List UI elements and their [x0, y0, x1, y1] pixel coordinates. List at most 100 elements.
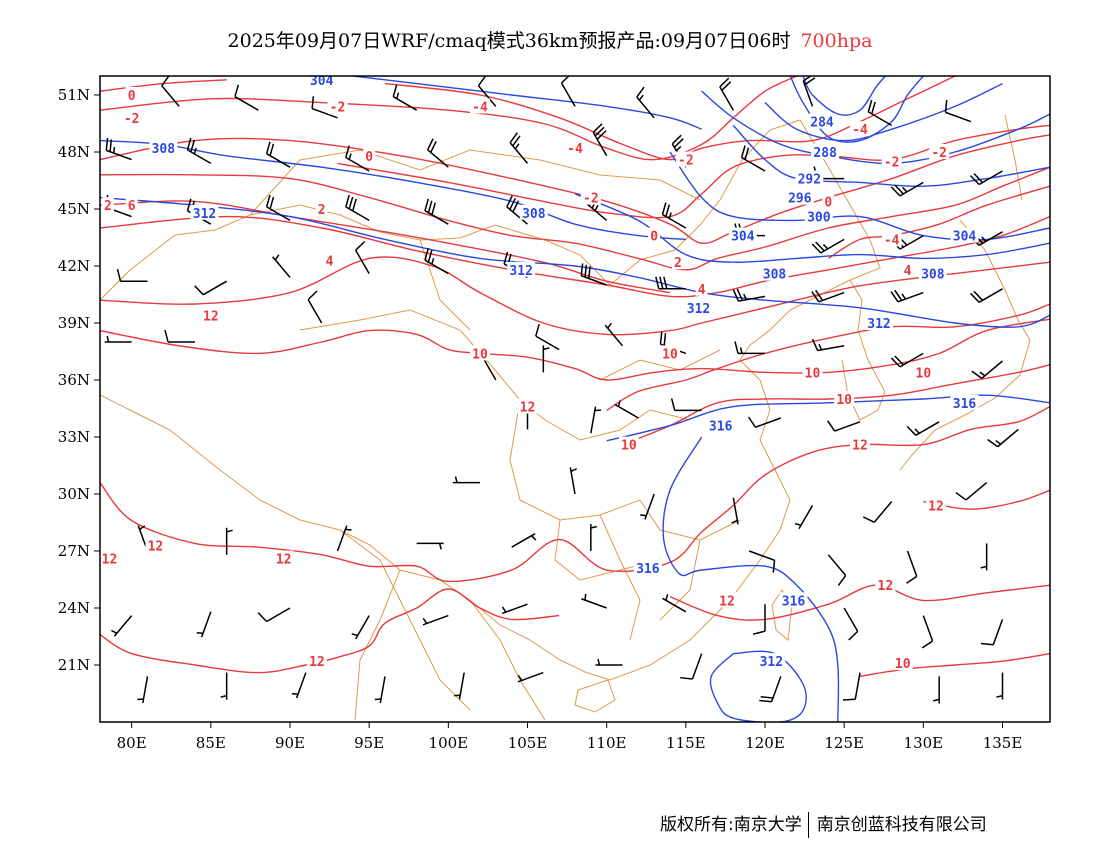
- x-axis: 80E 85E 90E 95E 100E 105E 110E 115E 120E 125E 130E…: [117, 722, 1022, 752]
- height-label-bg: [190, 204, 219, 220]
- x-tick-label: 90E: [275, 734, 305, 752]
- barb-staff: [311, 107, 338, 119]
- height-contour-8: [789, 76, 924, 143]
- temperature-contour-label: 12: [719, 594, 735, 609]
- title-text: 2025年09月07日WRF/cmaq模式36km预报产品:09月07日06时: [227, 30, 791, 52]
- barb-feather: [955, 492, 967, 501]
- barb-feather: [811, 291, 820, 303]
- temperature-contour-label: 2: [674, 256, 682, 271]
- height-contour-1: [100, 139, 686, 241]
- barb-staff: [569, 467, 576, 495]
- wind-barb: [186, 137, 212, 165]
- barb-staff: [732, 497, 739, 525]
- barb-staff: [424, 210, 449, 225]
- barb-feather: [345, 145, 350, 158]
- temperature-contour-label: -4: [884, 233, 900, 248]
- y-tick-label: 27N: [58, 542, 90, 560]
- barb-staff: [307, 299, 323, 324]
- barb-half-feather: [431, 257, 435, 265]
- height-contour-label: 308: [522, 207, 546, 222]
- barb-feather: [867, 99, 873, 113]
- wind-barb: [906, 421, 940, 436]
- height-label-bg: [950, 394, 979, 410]
- wind-barb: [734, 341, 765, 355]
- barb-feather: [257, 612, 268, 623]
- barb-staff: [978, 170, 1003, 186]
- height-contour-label: 316: [782, 594, 806, 609]
- barb-staff: [965, 482, 988, 501]
- barb-staff: [266, 153, 291, 168]
- barb-half-feather: [980, 565, 987, 569]
- wind-barb: [424, 198, 449, 225]
- wind-barb: [752, 604, 766, 635]
- wind-barb: [843, 607, 859, 641]
- wind-barb: [842, 672, 861, 701]
- y-tick-label: 24N: [58, 599, 90, 617]
- height-contour-label: 284: [810, 116, 834, 131]
- barb-staff: [906, 550, 918, 577]
- wind-barb: [640, 493, 655, 520]
- barb-staff: [770, 676, 782, 703]
- temperature-label-bg: [580, 189, 601, 205]
- barb-staff: [517, 671, 544, 683]
- y-tick-label: 39N: [58, 314, 90, 332]
- height-label-bg: [684, 299, 713, 315]
- temperature-label-bg: [315, 201, 328, 216]
- barb-staff: [295, 672, 307, 699]
- height-contour-label: 312: [509, 264, 532, 279]
- height-contour-label: 300: [807, 211, 831, 226]
- barb-feather: [535, 324, 540, 337]
- temperature-label-bg: [648, 227, 661, 243]
- wind-barb: [581, 593, 607, 609]
- barb-feather: [747, 416, 757, 428]
- wind-barb: [137, 676, 149, 704]
- barb-staff: [662, 213, 687, 229]
- wind-barb: [680, 653, 703, 680]
- wind-barb: [291, 672, 307, 699]
- height-contour-label: 312: [687, 302, 710, 317]
- height-label-bg: [760, 265, 789, 281]
- barb-feather: [680, 676, 693, 680]
- temperature-contour-4: [384, 76, 956, 161]
- wind-barb: [590, 406, 602, 434]
- wind-barb: [424, 248, 449, 275]
- wind-barb: [827, 420, 861, 432]
- plot-frame: [99, 75, 1051, 723]
- wind-barb: [655, 276, 686, 290]
- barb-feather: [740, 145, 746, 158]
- barb-feather: [906, 575, 918, 584]
- temperature-contour-label: 0: [365, 150, 373, 165]
- barb-half-feather: [110, 629, 118, 634]
- barb-staff: [867, 111, 893, 127]
- height-contour-label: 308: [763, 268, 787, 283]
- barb-feather: [744, 147, 750, 160]
- temperature-contour-12: [606, 303, 1050, 411]
- height-contour-9: [802, 76, 886, 116]
- barb-half-feather: [743, 293, 747, 301]
- wind-barb: [580, 263, 607, 286]
- wind-barb: [890, 352, 924, 368]
- wind-barb: [116, 269, 148, 282]
- barb-feather: [890, 357, 901, 368]
- barb-feather: [194, 285, 204, 296]
- wind-barb: [732, 288, 766, 302]
- temperature-contour-label: -4: [472, 100, 488, 115]
- wind-barb: [569, 467, 577, 495]
- x-tick-label: 95E: [354, 734, 384, 752]
- temperature-contour-label: 12: [102, 553, 118, 568]
- wind-barb: [595, 658, 623, 666]
- height-contour-label: 312: [867, 317, 890, 332]
- wind-barb: [980, 543, 988, 571]
- barb-feather: [811, 243, 822, 254]
- temperature-contour-label: 4: [904, 264, 912, 279]
- barb-staff: [477, 85, 497, 107]
- height-contour-6: [701, 90, 1050, 165]
- temperature-label-bg: [926, 497, 946, 513]
- wind-barb: [422, 614, 449, 626]
- barb-staff: [644, 493, 655, 520]
- barb-half-feather: [668, 212, 672, 219]
- barb-staff: [691, 653, 703, 680]
- height-contour-0: [353, 76, 702, 130]
- barb-half-feather: [597, 658, 601, 666]
- barb-feather: [190, 139, 196, 153]
